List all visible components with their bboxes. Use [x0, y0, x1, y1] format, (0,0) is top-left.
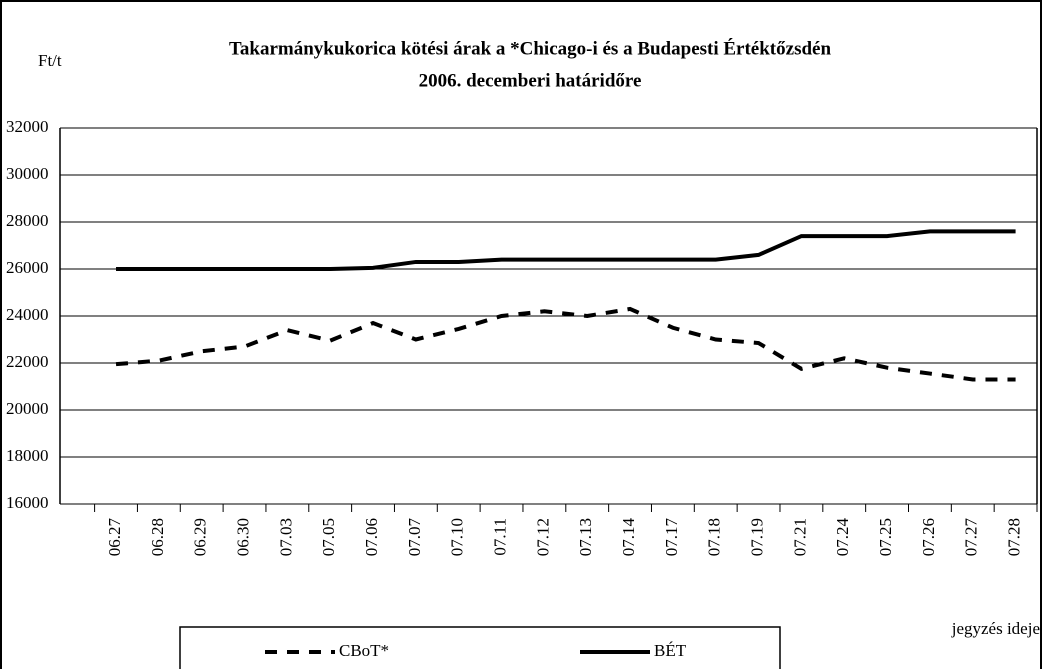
- x-tick-label: 07.27: [962, 518, 981, 557]
- legend-box: [179, 626, 781, 669]
- y-tick-label: 16000: [6, 493, 49, 512]
- x-axis-label: jegyzés ideje: [951, 619, 1040, 638]
- x-tick-label: 07.26: [919, 518, 938, 556]
- legend-label: CBoT*: [339, 641, 389, 660]
- series-line: [116, 229, 1016, 271]
- chart-title: Takarmánykukorica kötési árak a *Chicago…: [229, 37, 831, 59]
- x-tick-label: 07.17: [662, 518, 681, 557]
- series-line: [115, 306, 1016, 382]
- x-tick-label: 07.10: [448, 518, 467, 556]
- y-tick-label: 30000: [6, 164, 49, 183]
- x-tick-label: 07.18: [705, 518, 724, 556]
- y-tick-label: 24000: [6, 305, 49, 324]
- x-tick-label: 07.07: [405, 518, 424, 557]
- x-tick-label: 07.21: [790, 518, 809, 556]
- x-tick-label: 06.29: [191, 518, 210, 556]
- y-axis-label: Ft/t: [38, 51, 62, 70]
- chart-subtitle: 2006. decemberi határidőre: [419, 70, 642, 91]
- y-tick-label: 22000: [6, 352, 49, 371]
- x-tick-label: 06.30: [233, 518, 252, 556]
- y-tick-label: 32000: [6, 117, 49, 136]
- x-tick-label: 07.03: [276, 518, 295, 556]
- x-tick-label: 07.11: [490, 518, 509, 556]
- x-tick-label: 07.24: [833, 518, 852, 557]
- x-tick-label: 07.19: [747, 518, 766, 556]
- x-tick-label: 07.06: [362, 518, 381, 556]
- x-tick-label: 06.28: [148, 518, 167, 556]
- x-tick-label: 07.28: [1004, 518, 1023, 556]
- legend-label: BÉT: [654, 641, 687, 660]
- y-tick-label: 20000: [6, 399, 49, 418]
- y-tick-label: 26000: [6, 258, 49, 277]
- y-tick-label: 18000: [6, 446, 49, 465]
- x-tick-label: 07.25: [876, 518, 895, 556]
- x-tick-label: 07.12: [533, 518, 552, 556]
- x-tick-label: 07.05: [319, 518, 338, 556]
- x-tick-label: 06.27: [105, 518, 124, 557]
- x-tick-label: 07.13: [576, 518, 595, 556]
- y-tick-label: 28000: [6, 211, 49, 230]
- x-tick-label: 07.14: [619, 518, 638, 557]
